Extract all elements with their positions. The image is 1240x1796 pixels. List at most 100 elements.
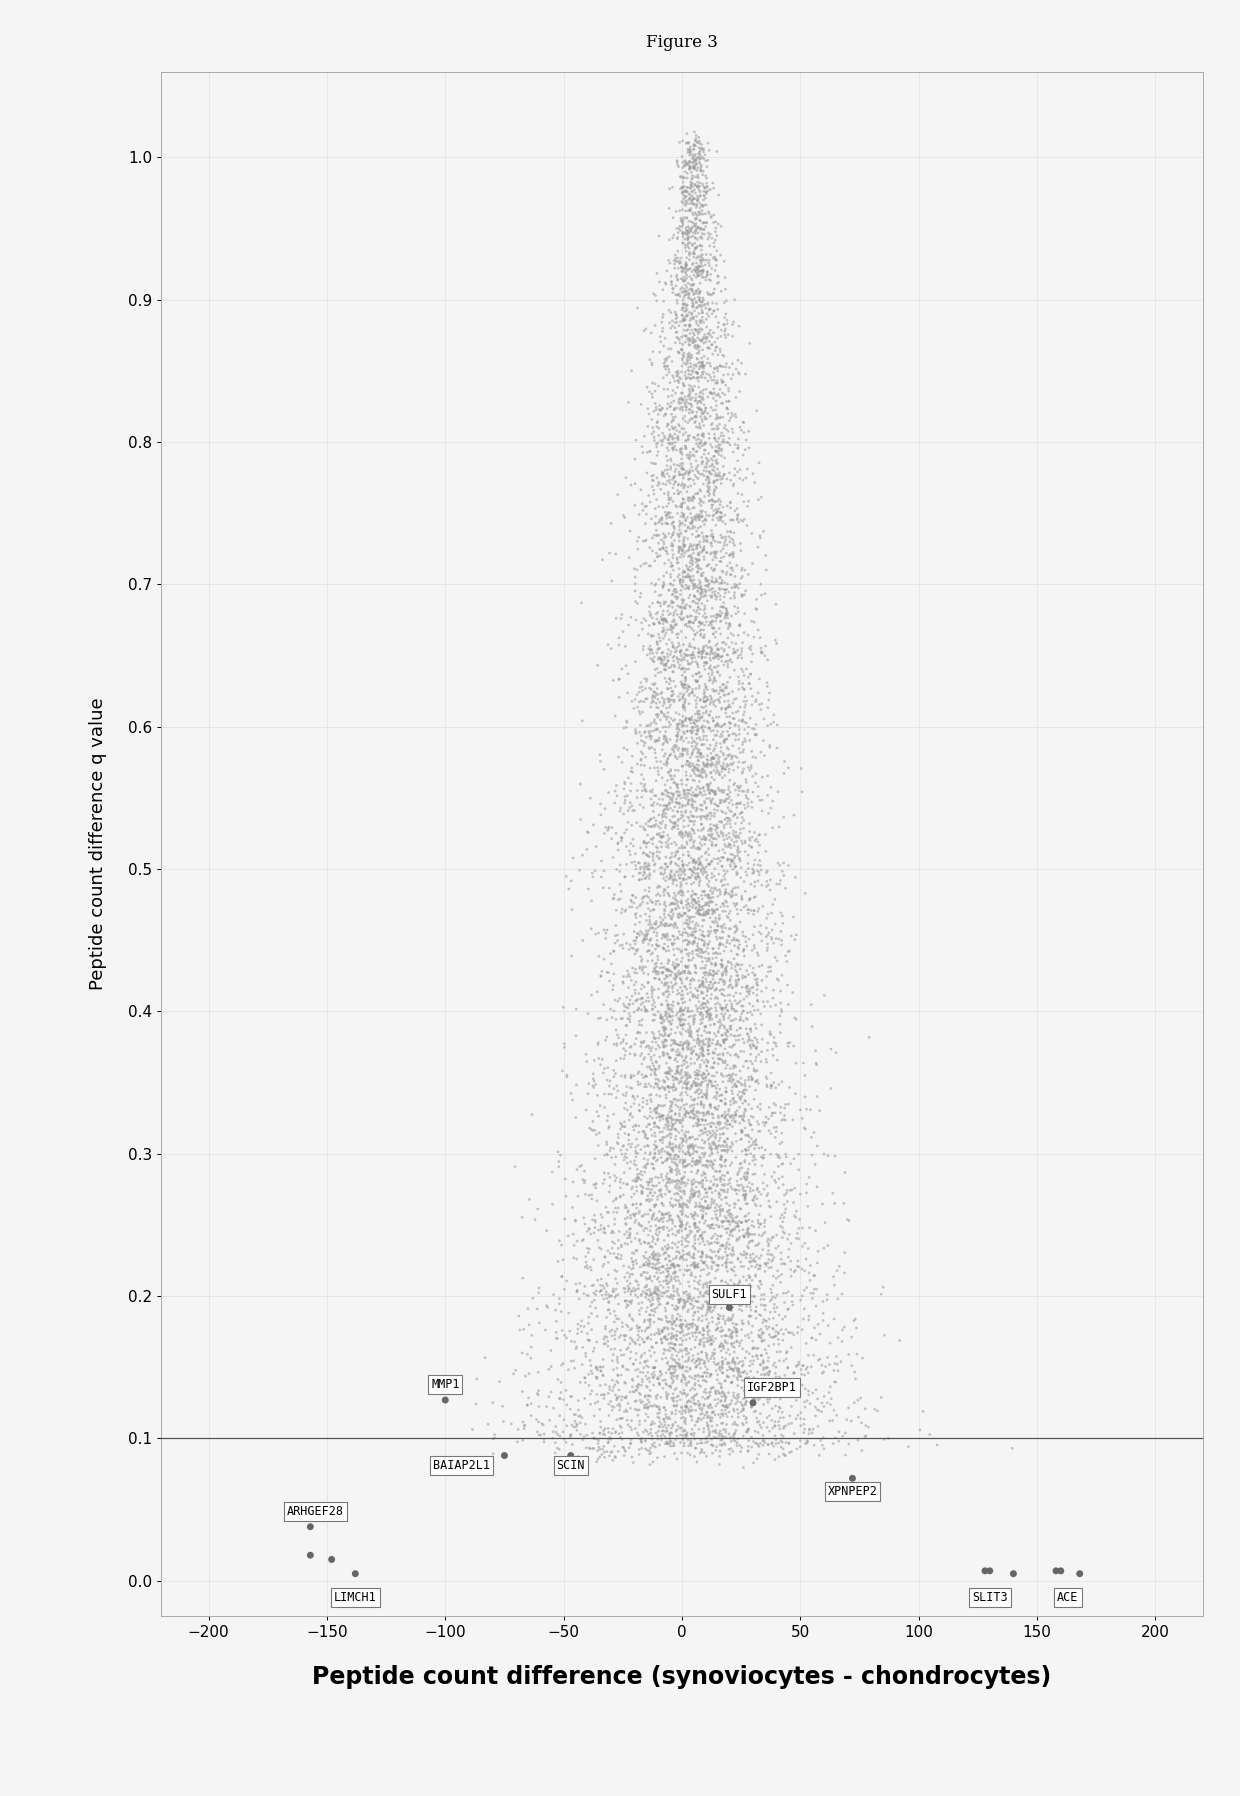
Point	[722, 1369, 742, 1397]
Point	[683, 190, 703, 219]
Point	[684, 753, 704, 781]
Point	[683, 1070, 703, 1099]
Point	[703, 1297, 723, 1325]
Point	[620, 1101, 640, 1130]
Point	[647, 408, 667, 436]
Point	[774, 1203, 794, 1232]
Point	[694, 1331, 714, 1360]
Point	[666, 1221, 686, 1250]
Point	[703, 289, 723, 318]
Point	[770, 1212, 790, 1241]
Point	[647, 753, 667, 781]
Point	[627, 920, 647, 948]
Point	[744, 858, 764, 887]
Point	[635, 876, 655, 905]
Point	[660, 1153, 680, 1182]
Point	[689, 277, 709, 305]
Point	[718, 1133, 738, 1162]
Point	[663, 1036, 683, 1065]
Point	[656, 268, 676, 296]
Point	[682, 266, 702, 295]
Point	[706, 354, 725, 383]
Point	[666, 850, 686, 878]
Point	[688, 815, 708, 844]
Point	[808, 1237, 828, 1266]
Point	[658, 654, 678, 682]
Point	[694, 1128, 714, 1157]
Point	[655, 352, 675, 381]
Point	[794, 1410, 813, 1439]
Point	[692, 399, 712, 427]
Point	[709, 702, 729, 731]
Point	[527, 1417, 547, 1446]
Point	[694, 1151, 714, 1180]
Point	[661, 1329, 681, 1358]
Point	[692, 291, 712, 320]
Point	[675, 1379, 694, 1408]
Point	[639, 916, 658, 945]
Point	[719, 388, 739, 417]
Point	[682, 718, 702, 747]
Point	[776, 1090, 796, 1119]
Point	[745, 964, 765, 993]
Point	[676, 1325, 696, 1354]
Point	[645, 1250, 665, 1279]
Point	[677, 260, 697, 289]
Point	[635, 776, 655, 805]
Point	[740, 1139, 760, 1167]
Point	[692, 1022, 712, 1051]
Point	[719, 1169, 739, 1198]
Point	[733, 506, 753, 535]
Point	[718, 1158, 738, 1187]
Point	[693, 711, 713, 740]
Point	[678, 1009, 698, 1038]
Point	[691, 251, 711, 280]
Point	[616, 832, 636, 860]
Point	[507, 1428, 527, 1457]
Point	[689, 1015, 709, 1043]
Point	[647, 1259, 667, 1288]
Point	[671, 902, 691, 930]
Point	[672, 492, 692, 521]
Point	[713, 1212, 733, 1241]
Point	[668, 645, 688, 674]
Point	[694, 532, 714, 560]
Point	[771, 1250, 791, 1279]
Point	[655, 912, 675, 941]
Point	[734, 1162, 754, 1191]
Point	[681, 966, 701, 995]
Point	[680, 298, 699, 327]
Point	[683, 435, 703, 463]
Point	[673, 1169, 693, 1198]
Point	[755, 632, 775, 661]
Point	[657, 630, 677, 659]
Point	[691, 1243, 711, 1272]
Point	[646, 1061, 666, 1090]
Point	[635, 1338, 655, 1367]
Point	[677, 573, 697, 602]
Point	[813, 1392, 833, 1421]
Point	[625, 569, 645, 598]
Point	[708, 497, 728, 526]
Point	[649, 1114, 668, 1142]
Point	[780, 1176, 800, 1205]
Point	[712, 754, 732, 783]
Point	[758, 1239, 777, 1268]
Point	[703, 957, 723, 986]
Point	[693, 1363, 713, 1392]
Point	[720, 431, 740, 460]
Point	[677, 1288, 697, 1316]
Point	[711, 1379, 730, 1408]
Point	[703, 666, 723, 695]
Point	[684, 582, 704, 611]
Point	[673, 819, 693, 848]
Point	[658, 1040, 678, 1069]
Point	[680, 864, 699, 893]
Point	[688, 650, 708, 679]
Point	[689, 1209, 709, 1237]
Point	[720, 914, 740, 943]
Point	[662, 510, 682, 539]
Point	[676, 562, 696, 591]
Point	[652, 1202, 672, 1230]
Point	[645, 656, 665, 684]
